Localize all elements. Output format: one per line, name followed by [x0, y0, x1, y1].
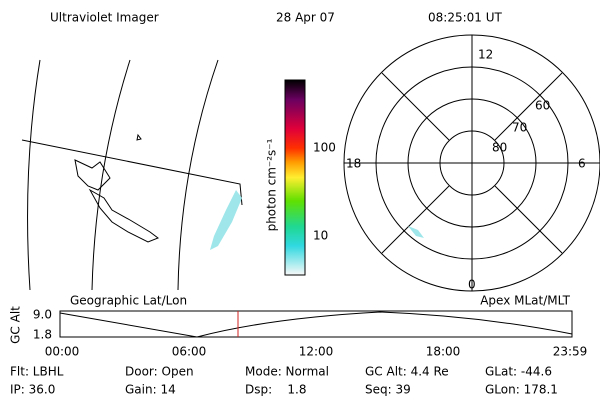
map [21, 59, 243, 291]
status-field: Door: Open [125, 365, 194, 379]
status-field: GLat: -44.6 [485, 365, 552, 379]
status-field: GC Alt: 4.4 Re [365, 365, 449, 379]
status-field: Seq: 39 [365, 383, 411, 397]
time: 08:25:01 UT [428, 11, 502, 25]
timeline-xtick: 06:00 [172, 345, 207, 359]
date: 28 Apr 07 [276, 11, 335, 25]
timeline-box [59, 310, 573, 338]
title: Ultraviolet Imager [50, 11, 159, 25]
colorbar-label: photon cm⁻²s⁻¹ [265, 138, 279, 231]
mlt-label: 12 [478, 48, 493, 62]
colorbar [284, 79, 306, 276]
colorbar-tick: 100 [313, 141, 336, 155]
timeline-xtick: 00:00 [45, 345, 80, 359]
timeline-left-label: Geographic Lat/Lon [70, 294, 187, 308]
status-field: Mode: Normal [245, 365, 329, 379]
timeline-right-label: Apex MLat/MLT [480, 294, 570, 308]
timeline-xtick: 12:00 [299, 345, 334, 359]
altitude-curve [59, 311, 573, 338]
mlt-label: 0 [468, 278, 476, 292]
mlt-label: 18 [346, 157, 361, 171]
status-field: GLon: 178.1 [485, 383, 558, 397]
lat-label: 80 [492, 141, 507, 155]
status-field: Gain: 14 [125, 383, 176, 397]
status-field: Dsp: 1.8 [245, 383, 307, 397]
timeline-axis-label: GC Alt [9, 306, 23, 344]
aurora [210, 190, 242, 250]
lat-label: 70 [512, 121, 527, 135]
timeline-xtick: 23:59 [553, 345, 588, 359]
timeline-xtick: 18:00 [426, 345, 461, 359]
status-field: IP: 36.0 [10, 383, 55, 397]
lat-label: 60 [535, 99, 550, 113]
timeline-ytick: 9.0 [33, 308, 52, 322]
polar-plot [343, 34, 600, 292]
mlt-label: 6 [578, 157, 586, 171]
colorbar-tick: 10 [313, 229, 328, 243]
status-field: Flt: LBHL [10, 365, 64, 379]
timeline-ytick: 1.8 [33, 328, 52, 342]
